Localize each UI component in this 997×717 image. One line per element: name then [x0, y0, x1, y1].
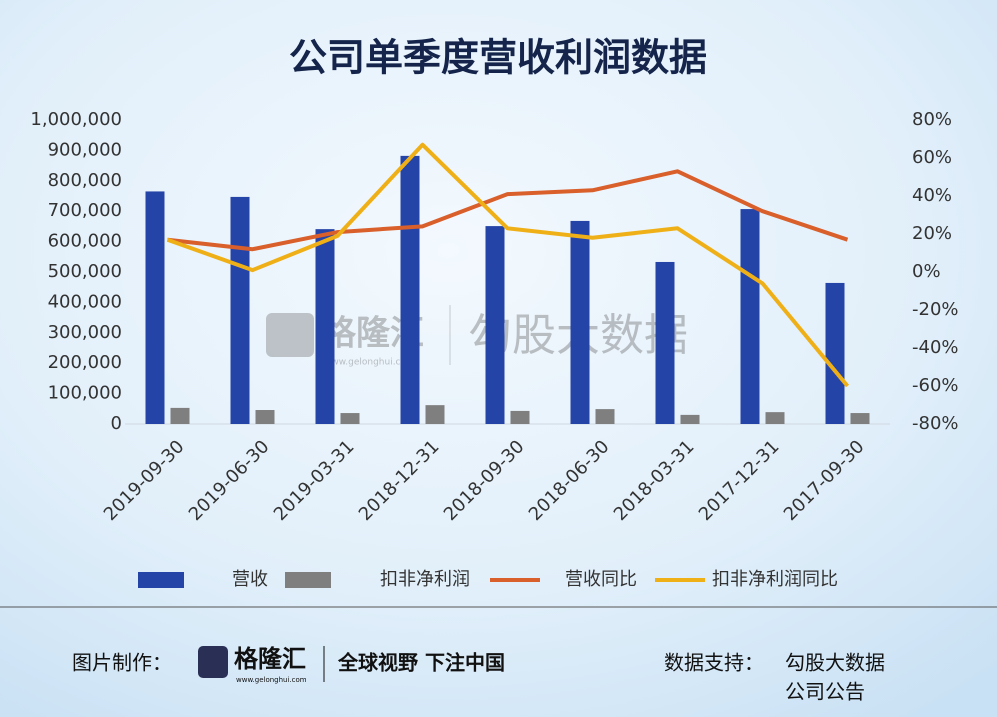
- footer-logo-icon: [198, 646, 228, 678]
- watermark-icon: [266, 313, 314, 357]
- y-tick-label: 300,000: [48, 322, 122, 343]
- y-tick-label: 600,000: [48, 231, 122, 252]
- legend-swatch: [138, 572, 184, 588]
- line: [167, 169, 849, 252]
- footer-label: 图片制作：: [72, 651, 172, 675]
- y2-tick-label: -20%: [912, 299, 959, 320]
- y2-tick-label: 80%: [912, 109, 952, 130]
- legend-swatch: [285, 572, 331, 588]
- y2-tick-label: 60%: [912, 147, 952, 168]
- y2-tick-label: -80%: [912, 413, 959, 434]
- bar: [825, 282, 845, 424]
- bar: [595, 409, 615, 424]
- y-tick-label: 200,000: [48, 352, 122, 373]
- bar: [145, 191, 165, 424]
- y2-tick-label: -60%: [912, 375, 959, 396]
- bar: [400, 155, 420, 424]
- bar: [655, 261, 675, 424]
- y-tick-label: 900,000: [48, 139, 122, 160]
- bar: [510, 410, 530, 424]
- bar: [765, 412, 785, 424]
- footer-source-label: 数据支持：: [664, 651, 764, 675]
- footer-logo: 格隆汇: [234, 645, 306, 673]
- y2-tick-label: -40%: [912, 337, 959, 358]
- bar: [425, 405, 445, 424]
- y-tick-label: 500,000: [48, 261, 122, 282]
- y2-tick-label: 20%: [912, 223, 952, 244]
- footer-source: 公司公告: [785, 680, 865, 704]
- y-tick-label: 700,000: [48, 200, 122, 221]
- bar: [230, 196, 250, 424]
- footer-slogan: 全球视野 下注中国: [337, 651, 505, 675]
- bar: [485, 226, 505, 424]
- bar: [340, 413, 360, 424]
- y-tick-label: 800,000: [48, 170, 122, 191]
- chart-title: 公司单季度营收利润数据: [289, 36, 707, 80]
- bar: [740, 209, 760, 424]
- legend-label: 扣非净利润: [380, 569, 470, 590]
- bar: [570, 220, 590, 424]
- bar: [255, 410, 275, 424]
- legend-label: 扣非净利润同比: [712, 569, 838, 590]
- legend-label: 营收同比: [565, 569, 637, 590]
- y2-tick-label: 0%: [912, 261, 941, 282]
- bar: [680, 414, 700, 424]
- bar: [170, 407, 190, 424]
- footer-source: 勾股大数据: [785, 651, 885, 675]
- bar: [315, 229, 335, 424]
- y-tick-label: 400,000: [48, 291, 122, 312]
- y-tick-label: 1,000,000: [30, 109, 122, 130]
- footer-logo-url: www.gelonghui.com: [236, 676, 307, 684]
- legend-label: 营收: [232, 569, 268, 590]
- line: [166, 142, 850, 388]
- bar: [850, 413, 870, 424]
- y-tick-label: 100,000: [48, 383, 122, 404]
- y-tick-label: 0: [111, 413, 122, 434]
- watermark-url: www.gelonghui.com: [324, 358, 415, 368]
- y2-tick-label: 40%: [912, 185, 952, 206]
